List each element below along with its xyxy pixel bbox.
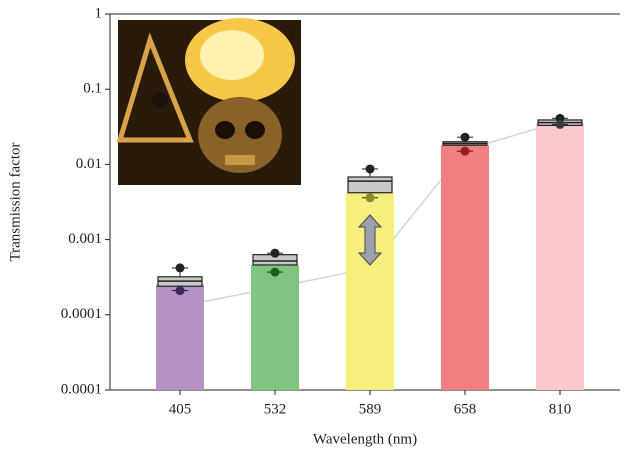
chart: Transmission factor Wavelength (nm) 1 0.1… (0, 0, 628, 458)
min-dot (271, 268, 280, 277)
max-dot (366, 164, 375, 173)
photo-eye (245, 121, 265, 139)
photo-symbol (152, 92, 168, 108)
y-tick-label: 0.0001 (61, 306, 102, 322)
max-dot (461, 133, 470, 142)
x-tick-label: 658 (454, 401, 477, 417)
photo-eye (215, 121, 235, 139)
box (348, 177, 392, 193)
bar (156, 285, 204, 390)
bar (251, 265, 299, 390)
min-dot (556, 120, 565, 129)
y-axis-label: Transmission factor (7, 142, 23, 261)
y-tick-label: 1 (95, 5, 103, 21)
y-tick-label: 0.01 (76, 156, 102, 172)
bar (536, 123, 584, 390)
max-dot (176, 263, 185, 272)
inset-photo (118, 18, 301, 185)
y-tick-label: 0.001 (68, 231, 102, 247)
photo-light (200, 30, 264, 80)
x-axis-label: Wavelength (nm) (313, 431, 417, 447)
photo-teeth (225, 155, 255, 165)
y-tick-label: 0.0001 (61, 381, 102, 397)
x-tick-label: 810 (549, 401, 572, 417)
min-dot (461, 147, 470, 156)
x-tick-label: 532 (264, 401, 287, 417)
max-dot (271, 249, 280, 258)
x-tick-label: 405 (169, 401, 192, 417)
y-tick-label: 0.1 (83, 81, 102, 97)
x-tick-label: 589 (359, 401, 382, 417)
min-dot (176, 286, 185, 295)
bar (441, 145, 489, 390)
min-dot (366, 193, 375, 202)
